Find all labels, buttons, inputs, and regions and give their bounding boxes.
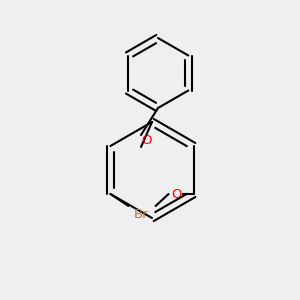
- Text: O: O: [142, 134, 152, 148]
- Text: Br: Br: [134, 208, 149, 221]
- Text: O: O: [171, 188, 182, 200]
